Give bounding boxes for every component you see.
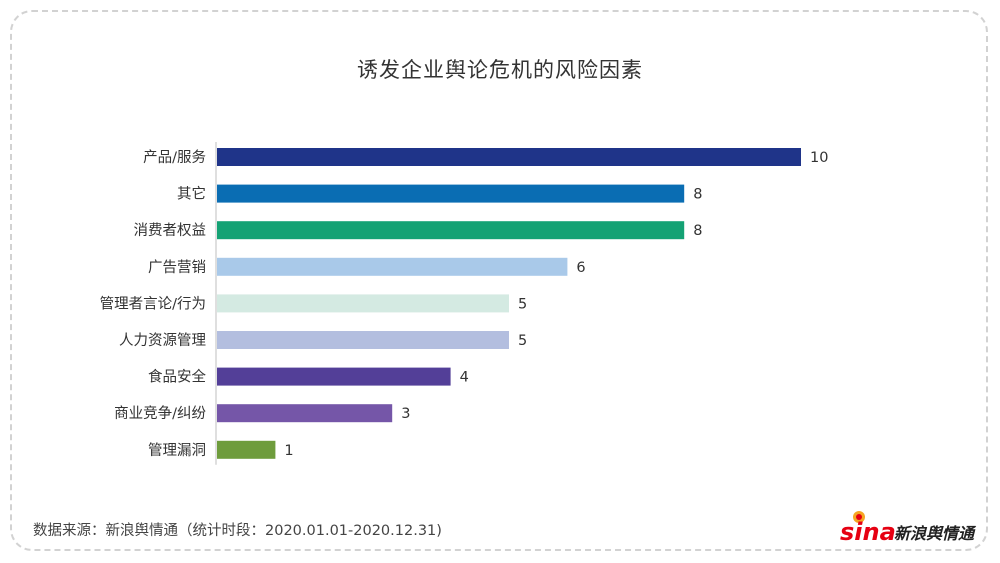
value-label-3: 8	[693, 223, 702, 239]
chart-card	[10, 10, 988, 551]
category-label-1: 产品/服务	[143, 149, 206, 166]
value-label-6: 5	[518, 333, 527, 349]
category-label-4: 广告营销	[148, 259, 206, 276]
category-label-9: 管理漏洞	[148, 442, 206, 459]
category-label-5: 管理者言论/行为	[100, 295, 206, 312]
bar-4	[217, 257, 568, 276]
bar-3	[217, 221, 685, 240]
bar-6	[217, 331, 509, 349]
value-label-4: 6	[576, 260, 585, 276]
category-label-7: 食品安全	[148, 368, 206, 386]
value-label-7: 4	[460, 370, 469, 386]
category-label-3: 消费者权益	[134, 222, 207, 239]
value-label-2: 8	[693, 187, 702, 203]
bar-2	[217, 184, 685, 203]
bar-7	[217, 367, 451, 386]
category-label-8: 商业竞争/纠纷	[114, 404, 206, 422]
category-labels-group: 产品/服务其它消费者权益广告营销管理者言论/行为人力资源管理食品安全商业竞争/纠…	[100, 149, 207, 459]
category-label-6: 人力资源管理	[119, 332, 206, 349]
bar-8	[217, 404, 393, 423]
value-label-5: 5	[518, 296, 527, 312]
bar-1	[217, 148, 801, 166]
bar-5	[217, 294, 509, 313]
data-source-note: 数据来源：新浪舆情通（统计时段：2020.01.01-2020.12.31)	[33, 523, 442, 539]
value-label-1: 10	[810, 150, 828, 166]
category-label-2: 其它	[177, 185, 206, 203]
sina-eye-icon	[853, 511, 865, 523]
bar-9	[217, 440, 276, 459]
bars-group	[217, 148, 801, 459]
logo-cn-text: 新浪舆情通	[894, 524, 977, 543]
value-labels-group: 10 8 8 6 5 5 4 3 1	[284, 150, 828, 459]
logo-sina-text: sina	[840, 518, 896, 546]
chart-title: 诱发企业舆论危机的风险因素	[357, 58, 643, 82]
value-label-9: 1	[284, 443, 293, 459]
sina-yuqingtong-logo: sina 新浪舆情通	[840, 511, 977, 546]
value-label-8: 3	[401, 406, 410, 422]
